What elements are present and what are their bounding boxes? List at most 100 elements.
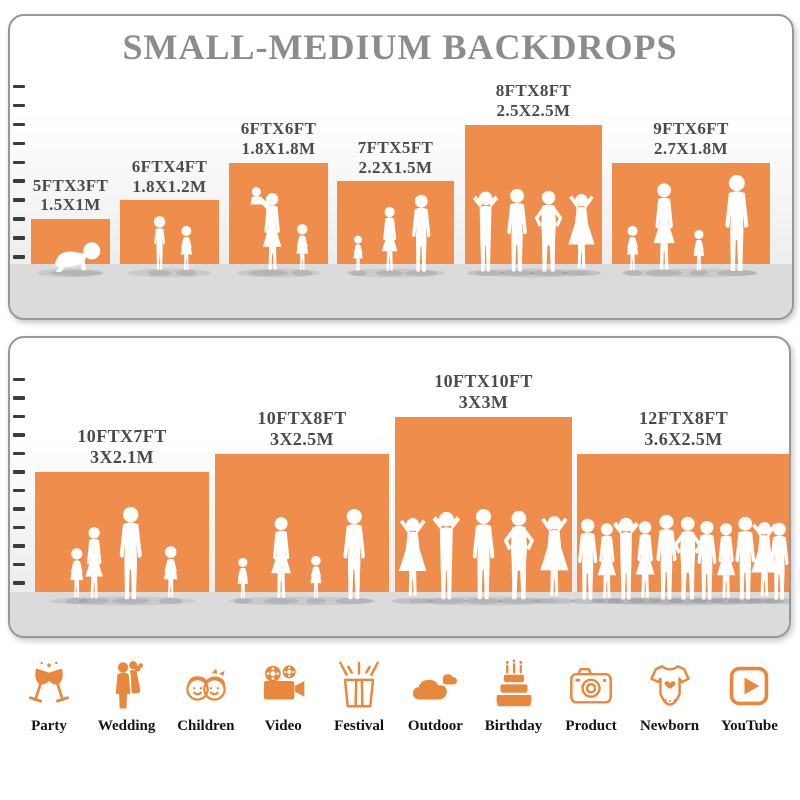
tick-mark-icon — [13, 470, 25, 474]
backdrop-bar-5ftx3ft — [31, 219, 110, 264]
category-label: Newborn — [639, 718, 700, 734]
children-icon — [186, 668, 226, 701]
category-label: Product — [565, 718, 617, 734]
size-ft-label: 6FTX6FT — [240, 119, 317, 139]
youtube-icon — [730, 666, 769, 706]
video-icon — [264, 665, 305, 700]
size-m-label: 2.2X1.5M — [358, 157, 433, 177]
category-item-youtube: YouTube — [721, 658, 778, 735]
bar-size-label: 10FTX7FT 3X2.1M — [77, 426, 166, 468]
category-label: Birthday — [484, 718, 543, 734]
y-axis-tick-label: 8 — [8, 117, 10, 131]
y-axis-tick-label: 7 — [8, 136, 10, 150]
category-label: Video — [264, 718, 302, 734]
tick-mark-icon — [13, 433, 25, 437]
size-m-label: 2.5X2.5M — [496, 100, 571, 120]
size-m-label: 2.7X1.8M — [653, 138, 729, 158]
party-icon — [28, 661, 70, 703]
category-item-birthday: Birthday — [484, 658, 543, 735]
tick-mark-icon — [13, 507, 25, 511]
y-axis-tick-label: 10 — [8, 409, 10, 423]
size-ft-label: 5FTX3FT — [32, 175, 109, 195]
page-title: SMALL-MEDIUM BACKDROPS — [122, 27, 678, 67]
size-m-label: 3X2.1M — [90, 447, 154, 468]
tick-mark-icon — [13, 544, 25, 548]
backdrop-bar-10ftx7ft — [35, 472, 209, 592]
size-ft-label: 12FTX8FT — [638, 407, 729, 428]
bar-size-label: 6FTX6FT 1.8X1.8M — [241, 119, 317, 158]
size-ft-label: 10FTX10FT — [434, 370, 533, 391]
y-axis-tick-label: 7 — [8, 464, 10, 478]
tick-mark-icon — [13, 488, 25, 492]
size-ft-label: 8FTX8FT — [495, 81, 572, 101]
tick-mark-icon — [13, 198, 25, 202]
festival-icon — [339, 661, 380, 708]
tick-mark-icon — [13, 236, 25, 240]
size-m-label: 3.6X2.5M — [644, 428, 723, 449]
outdoor-icon — [413, 674, 458, 700]
bar-size-label: 9FTX6FT 2.7X1.8M — [653, 119, 729, 158]
size-m-label: 1.8X1.2M — [132, 176, 207, 196]
backdrop-bar-10ftx10ft — [395, 416, 572, 592]
tick-mark-icon — [13, 217, 25, 221]
y-axis-tick-label: 5 — [8, 173, 10, 187]
y-axis-tick-label: 3 — [8, 211, 10, 225]
size-m-label: 1.8X1.8M — [241, 138, 316, 158]
size-m-label: 3X3M — [458, 391, 509, 412]
size-ft-label: 10FTX8FT — [257, 407, 347, 428]
y-axis-tick-label: 9 — [8, 427, 10, 441]
bar-size-label: 5FTX3FT 1.5X1M — [33, 176, 109, 215]
tick-mark-icon — [13, 122, 25, 127]
size-ft-label: 7FTX5FT — [357, 137, 434, 157]
backdrop-bar-6ftx4ft — [120, 200, 219, 264]
tick-mark-icon — [13, 562, 25, 566]
y-axis-tick-label: 4 — [8, 520, 10, 534]
category-item-wedding: Wedding — [98, 658, 155, 735]
category-item-festival: Festival — [332, 658, 386, 735]
bar-size-label: 7FTX5FT 2.2X1.5M — [358, 138, 434, 177]
y-axis-tick-label: 1 — [8, 249, 10, 263]
birthday-icon — [496, 659, 532, 707]
newborn-icon — [649, 665, 690, 706]
tick-mark-icon — [13, 179, 25, 183]
chart-panel-small-backdrops: 123456789105FTX3FT1.5X1M6FTX4FT1.8X1.2M6… — [8, 14, 794, 320]
category-label: YouTube — [720, 718, 778, 734]
bar-size-label: 6FTX4FT 1.8X1.2M — [132, 157, 208, 196]
y-axis-tick-label: 2 — [8, 557, 10, 571]
tick-mark-icon — [13, 396, 25, 400]
y-axis-tick-label: 4 — [8, 192, 10, 206]
size-ft-label: 9FTX6FT — [653, 119, 729, 139]
category-item-product: Product — [564, 658, 618, 735]
backdrop-bar-12ftx8ft — [577, 453, 789, 592]
category-icon-row: Party Wedding Children Video Festival Outdoor… — [22, 658, 778, 735]
category-item-party: Party — [22, 658, 76, 735]
bar-size-label: 10FTX8FT 3X2.5M — [257, 408, 346, 450]
category-label: Festival — [334, 718, 385, 734]
backdrop-bar-8ftx8ft — [465, 124, 602, 264]
chart-panel-medium-backdrops: 12345678910111210FTX7FT3X2.1M10FTX8FT3X2… — [8, 336, 791, 638]
backdrop-bar-7ftx5ft — [337, 181, 454, 264]
y-axis-tick-label: 12 — [8, 372, 10, 386]
y-axis-tick-label: 11 — [8, 390, 10, 404]
category-item-outdoor: Outdoor — [408, 658, 463, 735]
backdrop-bar-6ftx6ft — [229, 162, 328, 264]
tick-mark-icon — [13, 255, 25, 259]
bar-size-label: 12FTX8FT 3.6X2.5M — [639, 408, 728, 450]
backdrop-bar-10ftx8ft — [215, 453, 389, 592]
category-item-video: Video — [256, 658, 310, 735]
tick-mark-icon — [13, 451, 25, 455]
floor-area — [10, 264, 792, 318]
bar-size-label: 8FTX8FT 2.5X2.5M — [496, 81, 572, 120]
category-label: Children — [177, 718, 235, 734]
tick-mark-icon — [13, 84, 25, 89]
y-axis-tick-label: 6 — [8, 483, 10, 497]
size-ft-label: 10FTX7FT — [77, 426, 167, 447]
y-axis-tick-label: 10 — [8, 79, 10, 93]
y-axis-tick-label: 1 — [8, 575, 10, 589]
category-item-newborn: Newborn — [640, 658, 699, 735]
tick-mark-icon — [13, 141, 25, 146]
size-ft-label: 6FTX4FT — [131, 156, 208, 176]
wedding-icon — [115, 661, 143, 709]
category-label: Outdoor — [407, 718, 463, 734]
